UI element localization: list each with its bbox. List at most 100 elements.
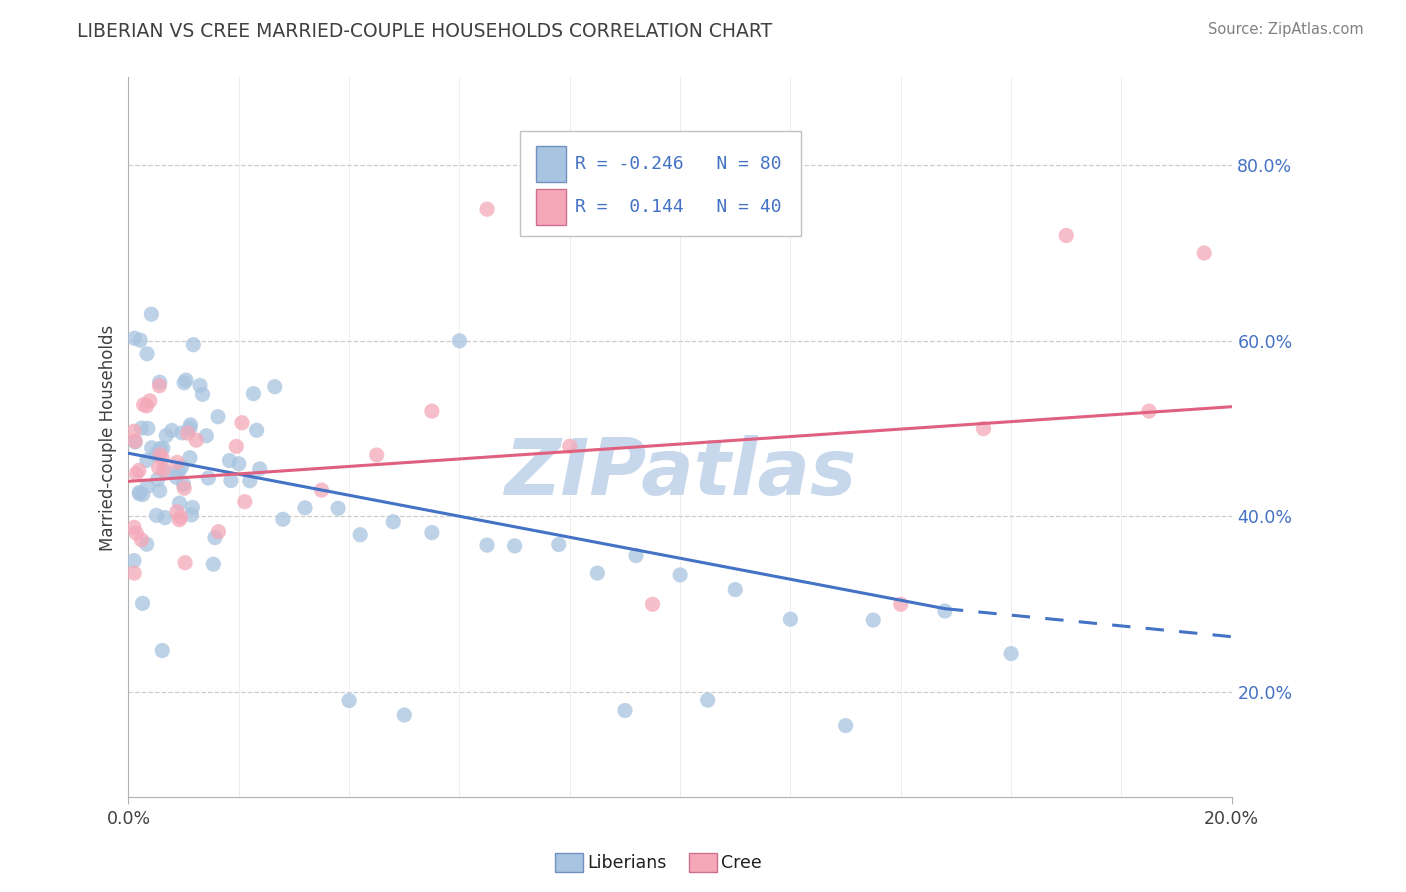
Point xyxy=(225,439,247,453)
Point xyxy=(149,442,172,456)
Point xyxy=(122,566,145,581)
Point xyxy=(124,331,146,345)
Point xyxy=(1137,404,1160,418)
Point xyxy=(641,597,664,611)
Point xyxy=(337,693,360,707)
Point xyxy=(249,462,271,476)
Point xyxy=(165,470,187,484)
Point xyxy=(131,533,153,547)
Point xyxy=(180,508,202,522)
Text: R = -0.246   N = 80: R = -0.246 N = 80 xyxy=(575,155,782,173)
Point xyxy=(586,566,609,580)
Point xyxy=(724,582,747,597)
Point xyxy=(148,378,170,392)
Point xyxy=(135,453,157,467)
Point xyxy=(122,554,145,568)
Point xyxy=(155,428,177,442)
Point xyxy=(153,462,176,476)
Point xyxy=(207,409,229,424)
Point xyxy=(136,479,159,493)
Point xyxy=(128,486,150,500)
Point xyxy=(139,393,162,408)
Point xyxy=(150,451,173,466)
Point xyxy=(145,448,167,462)
Point xyxy=(420,404,443,418)
Point xyxy=(202,558,225,572)
Point xyxy=(263,379,285,393)
Point xyxy=(204,531,226,545)
Point xyxy=(294,500,316,515)
Point xyxy=(173,376,195,390)
Point xyxy=(179,417,201,432)
Point xyxy=(834,718,856,732)
Point xyxy=(141,441,163,455)
Point xyxy=(696,693,718,707)
Point xyxy=(191,387,214,401)
Point xyxy=(218,453,240,467)
Point xyxy=(382,515,405,529)
Point xyxy=(150,643,173,657)
Point xyxy=(271,512,294,526)
Text: R =  0.144   N = 40: R = 0.144 N = 40 xyxy=(575,198,782,216)
Point xyxy=(145,508,167,523)
Point xyxy=(197,471,219,485)
Point xyxy=(131,596,153,610)
Point xyxy=(326,501,349,516)
Point xyxy=(124,434,146,449)
Point xyxy=(934,604,956,618)
Point xyxy=(149,375,172,389)
Text: Cree: Cree xyxy=(721,854,762,871)
Point xyxy=(146,473,169,487)
Point xyxy=(149,483,172,498)
Point xyxy=(170,425,193,440)
Point xyxy=(173,481,195,495)
Point xyxy=(613,704,636,718)
Point xyxy=(169,496,191,510)
Point xyxy=(149,448,172,462)
Point xyxy=(366,448,388,462)
FancyBboxPatch shape xyxy=(536,189,567,225)
Point xyxy=(160,424,183,438)
Point xyxy=(475,202,498,216)
Point xyxy=(174,373,197,387)
Point xyxy=(181,500,204,515)
Point xyxy=(125,526,148,541)
Point xyxy=(394,708,416,723)
Point xyxy=(311,483,333,497)
Point xyxy=(129,333,152,347)
Point xyxy=(349,527,371,541)
Point xyxy=(219,474,242,488)
Point xyxy=(122,520,145,534)
Point xyxy=(179,450,201,465)
Point xyxy=(125,467,148,481)
Point xyxy=(136,347,159,361)
Point xyxy=(186,433,208,447)
Point xyxy=(195,429,218,443)
Point xyxy=(132,398,155,412)
Point xyxy=(176,425,198,440)
Point xyxy=(166,505,188,519)
Point xyxy=(131,421,153,435)
Point xyxy=(547,537,569,551)
Point xyxy=(188,378,211,392)
Point xyxy=(475,538,498,552)
Point xyxy=(166,455,188,469)
Point xyxy=(153,510,176,524)
Point xyxy=(1054,228,1077,243)
Text: ZIPatlas: ZIPatlas xyxy=(503,435,856,511)
Point xyxy=(233,494,256,508)
Point xyxy=(207,524,229,539)
Point xyxy=(167,464,190,478)
Point xyxy=(420,525,443,540)
Point xyxy=(1192,246,1215,260)
FancyBboxPatch shape xyxy=(520,131,801,235)
Text: LIBERIAN VS CREE MARRIED-COUPLE HOUSEHOLDS CORRELATION CHART: LIBERIAN VS CREE MARRIED-COUPLE HOUSEHOL… xyxy=(77,22,772,41)
Point xyxy=(141,307,163,321)
Point xyxy=(779,612,801,626)
Point xyxy=(128,463,150,477)
Point xyxy=(449,334,471,348)
Point xyxy=(503,539,526,553)
Point xyxy=(1000,647,1022,661)
Point xyxy=(624,549,647,563)
Point xyxy=(179,421,201,435)
